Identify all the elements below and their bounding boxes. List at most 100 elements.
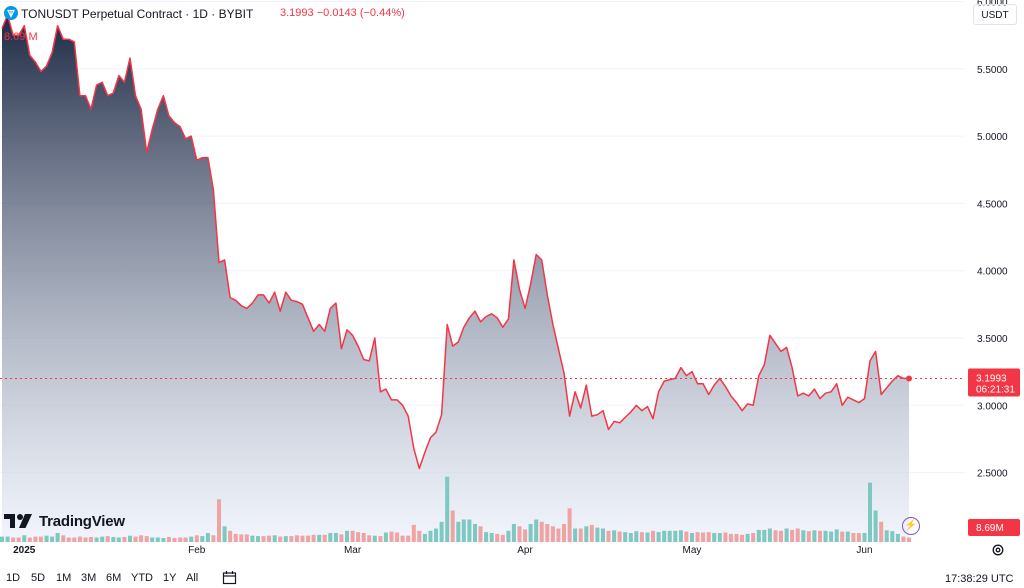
volume-bar: [66, 537, 71, 542]
range-1y-button[interactable]: 1Y: [163, 572, 177, 584]
volume-bar: [27, 537, 32, 542]
volume-bar: [178, 537, 183, 542]
volume-bar: [528, 524, 533, 542]
volume-bar: [128, 535, 133, 542]
volume-bar: [511, 524, 516, 542]
range-1m-button[interactable]: 1M: [56, 572, 72, 584]
volume-bar: [150, 537, 155, 542]
volume-bar: [94, 537, 99, 542]
volume-bar: [728, 533, 733, 542]
volume-bar: [300, 535, 305, 542]
chart-header: TONUSDT Perpetual Contract · 1D · BYBIT …: [0, 0, 960, 28]
volume-bar: [311, 534, 316, 542]
range-1d-button[interactable]: 1D: [6, 572, 21, 584]
price-tick-label: 4.5000: [977, 199, 1008, 210]
time-tick-label: Feb: [188, 545, 206, 556]
volume-bar: [5, 536, 10, 542]
volume-bar: [667, 530, 672, 543]
volume-bar: [773, 530, 778, 542]
volume-bar: [862, 533, 867, 542]
volume-bar: [244, 534, 249, 542]
price-axis[interactable]: 6.00005.50005.00004.50004.00003.50003.00…: [977, 0, 1008, 480]
volume-bar: [767, 528, 772, 542]
volume-bar: [356, 532, 361, 542]
volume-bar: [517, 526, 522, 543]
volume-bar: [361, 533, 366, 542]
lightning-icon[interactable]: ⚡: [902, 517, 920, 535]
volume-badge: 8.69M: [968, 519, 1020, 536]
volume-bar: [567, 508, 572, 543]
volume-bar: [534, 519, 539, 542]
volume-bar: [678, 530, 683, 542]
range-5d-button[interactable]: 5D: [31, 572, 46, 584]
volume-bar: [345, 530, 350, 543]
range-ytd-button[interactable]: YTD: [131, 572, 153, 584]
volume-bar: [656, 532, 661, 542]
price-tick-label: 3.5000: [977, 334, 1008, 345]
price-change-readout: 3.1993 −0.0143 (−0.44%): [280, 7, 405, 19]
gear-icon[interactable]: [991, 543, 1005, 557]
volume-bar: [606, 530, 611, 543]
volume-bar: [211, 535, 216, 543]
calendar-icon[interactable]: [222, 570, 237, 585]
volume-bar: [44, 535, 49, 542]
volume-bar: [383, 532, 388, 542]
volume-bar: [100, 536, 105, 542]
volume-bar: [38, 536, 43, 542]
volume-bar: [239, 534, 244, 542]
volume-bar: [756, 529, 761, 543]
volume-bar: [183, 537, 188, 542]
volume-bar: [105, 536, 110, 542]
volume-bar: [818, 530, 823, 543]
price-area-fill: [2, 15, 909, 542]
volume-bar: [372, 535, 377, 542]
volume-bar: [289, 536, 294, 542]
range-3m-button[interactable]: 3M: [81, 572, 97, 584]
utc-clock[interactable]: 17:38:29 UTC: [945, 573, 1014, 585]
volume-bar: [467, 519, 472, 542]
range-all-button[interactable]: All: [186, 572, 199, 584]
volume-bar: [806, 531, 811, 542]
volume-bar: [851, 533, 856, 542]
volume-bar: [322, 534, 327, 542]
volume-bar: [812, 530, 817, 542]
volume-bar: [228, 530, 233, 543]
ton-logo-icon: [4, 6, 18, 20]
volume-bar: [628, 533, 633, 542]
time-axis[interactable]: 2025 Feb Mar Apr May Jun: [13, 545, 872, 556]
currency-button[interactable]: USDT: [973, 4, 1017, 25]
volume-bar: [122, 537, 127, 542]
volume-bar: [317, 534, 322, 542]
tradingview-logo[interactable]: TradingView: [4, 510, 125, 532]
symbol-title[interactable]: TONUSDT Perpetual Contract · 1D · BYBIT: [21, 7, 254, 21]
price-chart[interactable]: 6.00005.50005.00004.50004.00003.50003.00…: [0, 0, 1024, 560]
time-tick-label: Jun: [856, 545, 872, 556]
volume-bar: [845, 531, 850, 542]
volume-bar: [83, 537, 88, 542]
volume-bar: [484, 532, 489, 542]
range-6m-button[interactable]: 6M: [106, 572, 122, 584]
volume-bar: [695, 532, 700, 542]
volume-bar: [751, 533, 756, 542]
volume-bar: [717, 533, 722, 542]
volume-bar: [166, 537, 171, 542]
volume-bar: [339, 534, 344, 542]
volume-bar: [907, 537, 912, 542]
volume-bar: [434, 528, 439, 542]
volume-bars: [0, 476, 912, 543]
volume-bar: [623, 532, 628, 542]
volume-bar: [500, 534, 505, 542]
volume-bar: [801, 530, 806, 542]
volume-bar: [222, 526, 227, 543]
volume-bar: [478, 526, 483, 543]
last-price-badge-value: 3.1993: [976, 373, 1007, 384]
volume-bar: [495, 533, 500, 542]
volume-bar: [77, 536, 82, 542]
volume-bar: [116, 537, 121, 542]
volume-bar: [217, 499, 222, 543]
volume-bar: [133, 536, 138, 542]
volume-bar: [690, 533, 695, 542]
volume-bar: [868, 482, 873, 542]
volume-bar: [701, 532, 706, 542]
volume-bar: [617, 531, 622, 542]
